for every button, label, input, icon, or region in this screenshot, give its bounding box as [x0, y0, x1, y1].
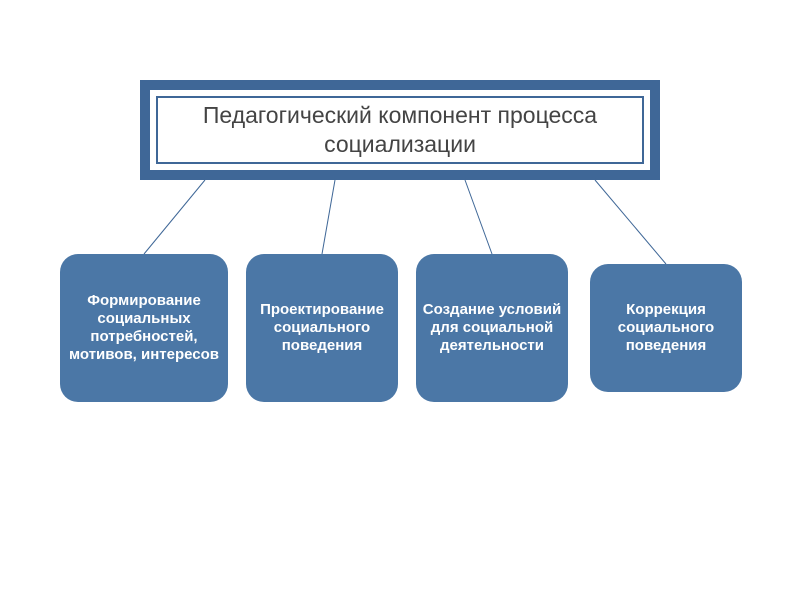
child-node-1: Проектирование социального поведения [246, 254, 398, 402]
child-node-3: Коррекция социального поведения [590, 264, 742, 392]
child-node-label: Формирование социальных потребностей, мо… [66, 292, 222, 364]
child-node-0: Формирование социальных потребностей, мо… [60, 254, 228, 402]
title-text: Педагогический компонент процесса социал… [158, 101, 642, 159]
child-node-label: Создание условий для социальной деятельн… [422, 301, 562, 355]
child-node-2: Создание условий для социальной деятельн… [416, 254, 568, 402]
diagram-root: Педагогический компонент процесса социал… [0, 0, 800, 600]
title-box-inner: Педагогический компонент процесса социал… [156, 96, 644, 164]
child-node-label: Проектирование социального поведения [252, 301, 392, 355]
child-node-label: Коррекция социального поведения [596, 301, 736, 355]
